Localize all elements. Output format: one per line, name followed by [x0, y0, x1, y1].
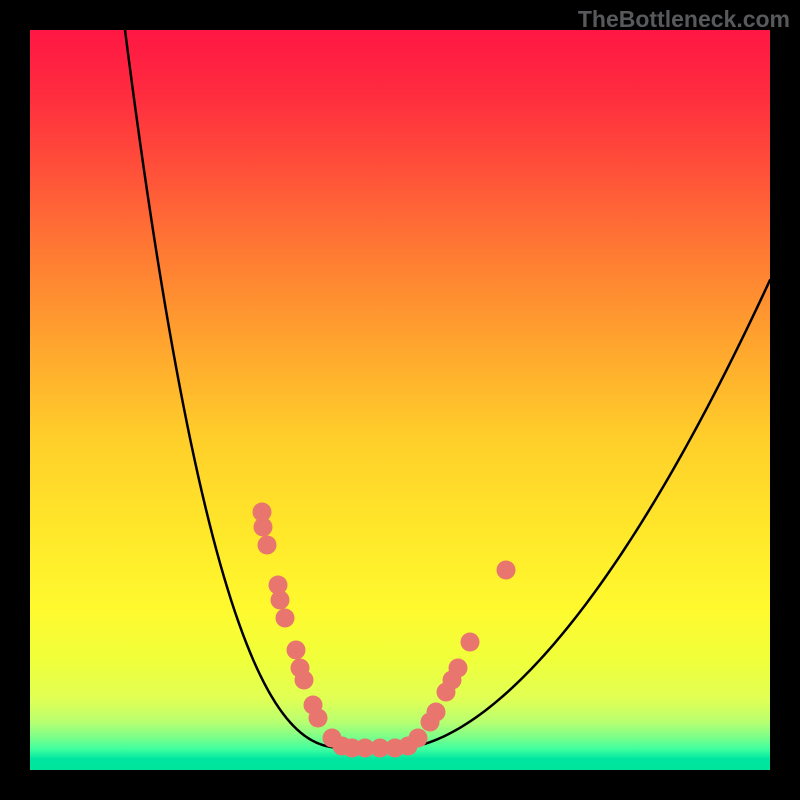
- data-marker: [276, 609, 295, 628]
- data-marker: [309, 709, 328, 728]
- data-marker: [287, 641, 306, 660]
- data-marker: [449, 659, 468, 678]
- data-marker: [461, 633, 480, 652]
- data-marker: [409, 729, 428, 748]
- watermark-text: TheBottleneck.com: [578, 6, 790, 33]
- plot-area: [30, 30, 770, 770]
- data-marker: [497, 561, 516, 580]
- data-marker: [271, 591, 290, 610]
- chart-container: TheBottleneck.com: [0, 0, 800, 800]
- data-marker: [254, 518, 273, 537]
- data-marker: [427, 703, 446, 722]
- data-marker: [295, 671, 314, 690]
- plot-svg: [30, 30, 770, 770]
- data-marker: [258, 536, 277, 555]
